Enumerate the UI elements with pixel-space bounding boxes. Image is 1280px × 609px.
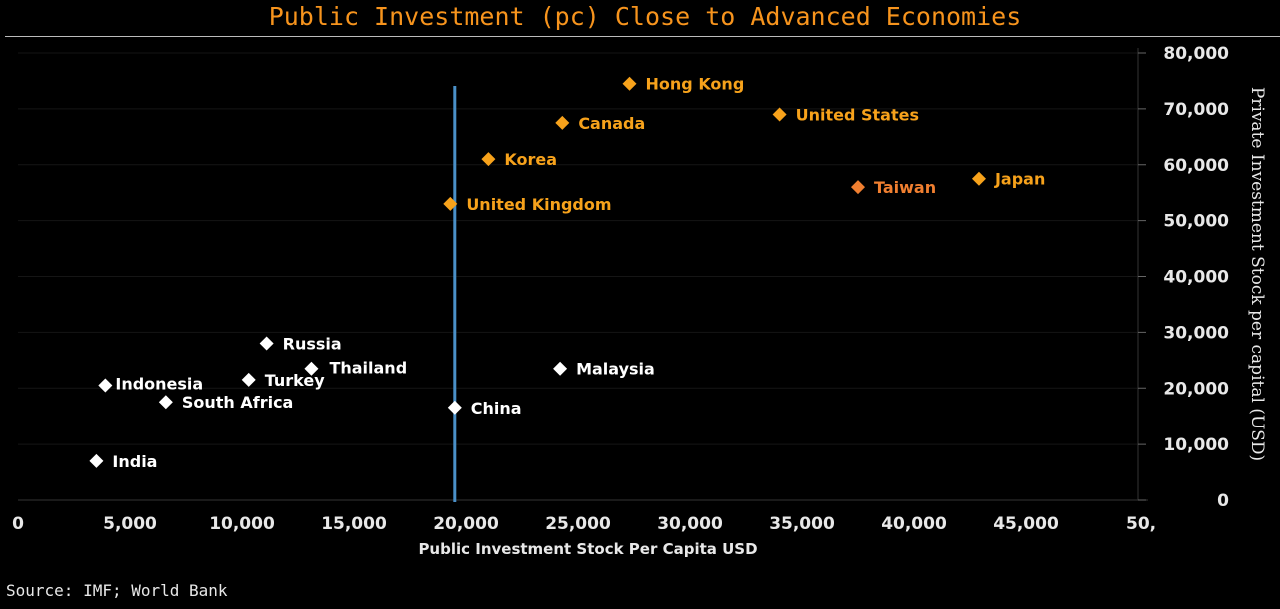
x-tick-label: 40,000 xyxy=(881,514,947,534)
point-label: Indonesia xyxy=(115,374,203,393)
data-point xyxy=(443,196,458,211)
y-tick-label: 80,000 xyxy=(1163,44,1229,64)
x-tick-label: 45,000 xyxy=(993,514,1059,534)
x-tick-label: 50, xyxy=(1126,514,1156,534)
x-tick-label: 20,000 xyxy=(433,514,499,534)
x-tick-label: 10,000 xyxy=(209,514,275,534)
y-axis-label: Private Investment Stock per capital (US… xyxy=(1247,87,1267,461)
y-tick-label: 50,000 xyxy=(1163,212,1229,232)
point-label: Hong Kong xyxy=(646,75,745,94)
chart-title: Public Investment (pc) Close to Advanced… xyxy=(268,2,1022,31)
x-tick-label: 5,000 xyxy=(103,514,157,534)
title-divider xyxy=(5,36,1280,37)
x-tick-label: 25,000 xyxy=(545,514,611,534)
x-tick-label: 15,000 xyxy=(321,514,387,534)
x-axis-label: Public Investment Stock Per Capita USD xyxy=(418,540,757,558)
point-label: Korea xyxy=(504,150,557,169)
point-label: Turkey xyxy=(265,371,326,390)
data-point xyxy=(555,115,570,130)
data-point xyxy=(772,107,787,122)
y-tick-label: 40,000 xyxy=(1163,268,1229,288)
data-point xyxy=(98,378,113,393)
y-tick-label: 20,000 xyxy=(1163,379,1229,399)
data-point xyxy=(971,171,986,186)
point-label: Japan xyxy=(994,170,1045,189)
x-tick-label: 30,000 xyxy=(657,514,723,534)
point-label: South Africa xyxy=(182,393,294,412)
y-tick-label: 70,000 xyxy=(1163,100,1229,120)
point-label: Taiwan xyxy=(874,178,936,197)
data-point xyxy=(241,372,256,387)
x-tick-label: 0 xyxy=(12,514,24,534)
data-point xyxy=(259,336,274,351)
point-label: China xyxy=(471,399,522,418)
gridlines xyxy=(18,48,1148,501)
data-point xyxy=(481,152,496,167)
point-label: Malaysia xyxy=(576,360,655,379)
point-label: Canada xyxy=(578,114,645,133)
x-axis-ticks: 0 5,000 10,000 15,000 20,000 25,000 30,000 35,0… xyxy=(12,514,1156,534)
data-point xyxy=(553,361,568,376)
point-label: Russia xyxy=(283,335,342,354)
point-label: United Kingdom xyxy=(466,195,611,214)
data-point xyxy=(622,76,637,91)
y-tick-label: 60,000 xyxy=(1163,156,1229,176)
y-tick-label: 10,000 xyxy=(1163,435,1229,455)
data-points: Hong Kong United States Canada Korea Japan Ta… xyxy=(89,75,1045,471)
y-tick-label: 30,000 xyxy=(1163,323,1229,343)
point-label: United States xyxy=(796,105,919,124)
y-axis-ticks: 0 10,000 20,000 30,000 40,000 50,000 60,000 70,… xyxy=(1138,44,1229,511)
point-label: India xyxy=(112,452,157,471)
data-point xyxy=(447,400,462,415)
data-point xyxy=(89,453,104,468)
y-tick-label: 0 xyxy=(1217,491,1229,511)
source-note: Source: IMF; World Bank xyxy=(6,581,228,600)
x-tick-label: 35,000 xyxy=(769,514,835,534)
data-point xyxy=(158,395,173,410)
point-label: Thailand xyxy=(329,359,407,378)
data-point xyxy=(304,361,319,376)
data-point xyxy=(851,180,865,195)
